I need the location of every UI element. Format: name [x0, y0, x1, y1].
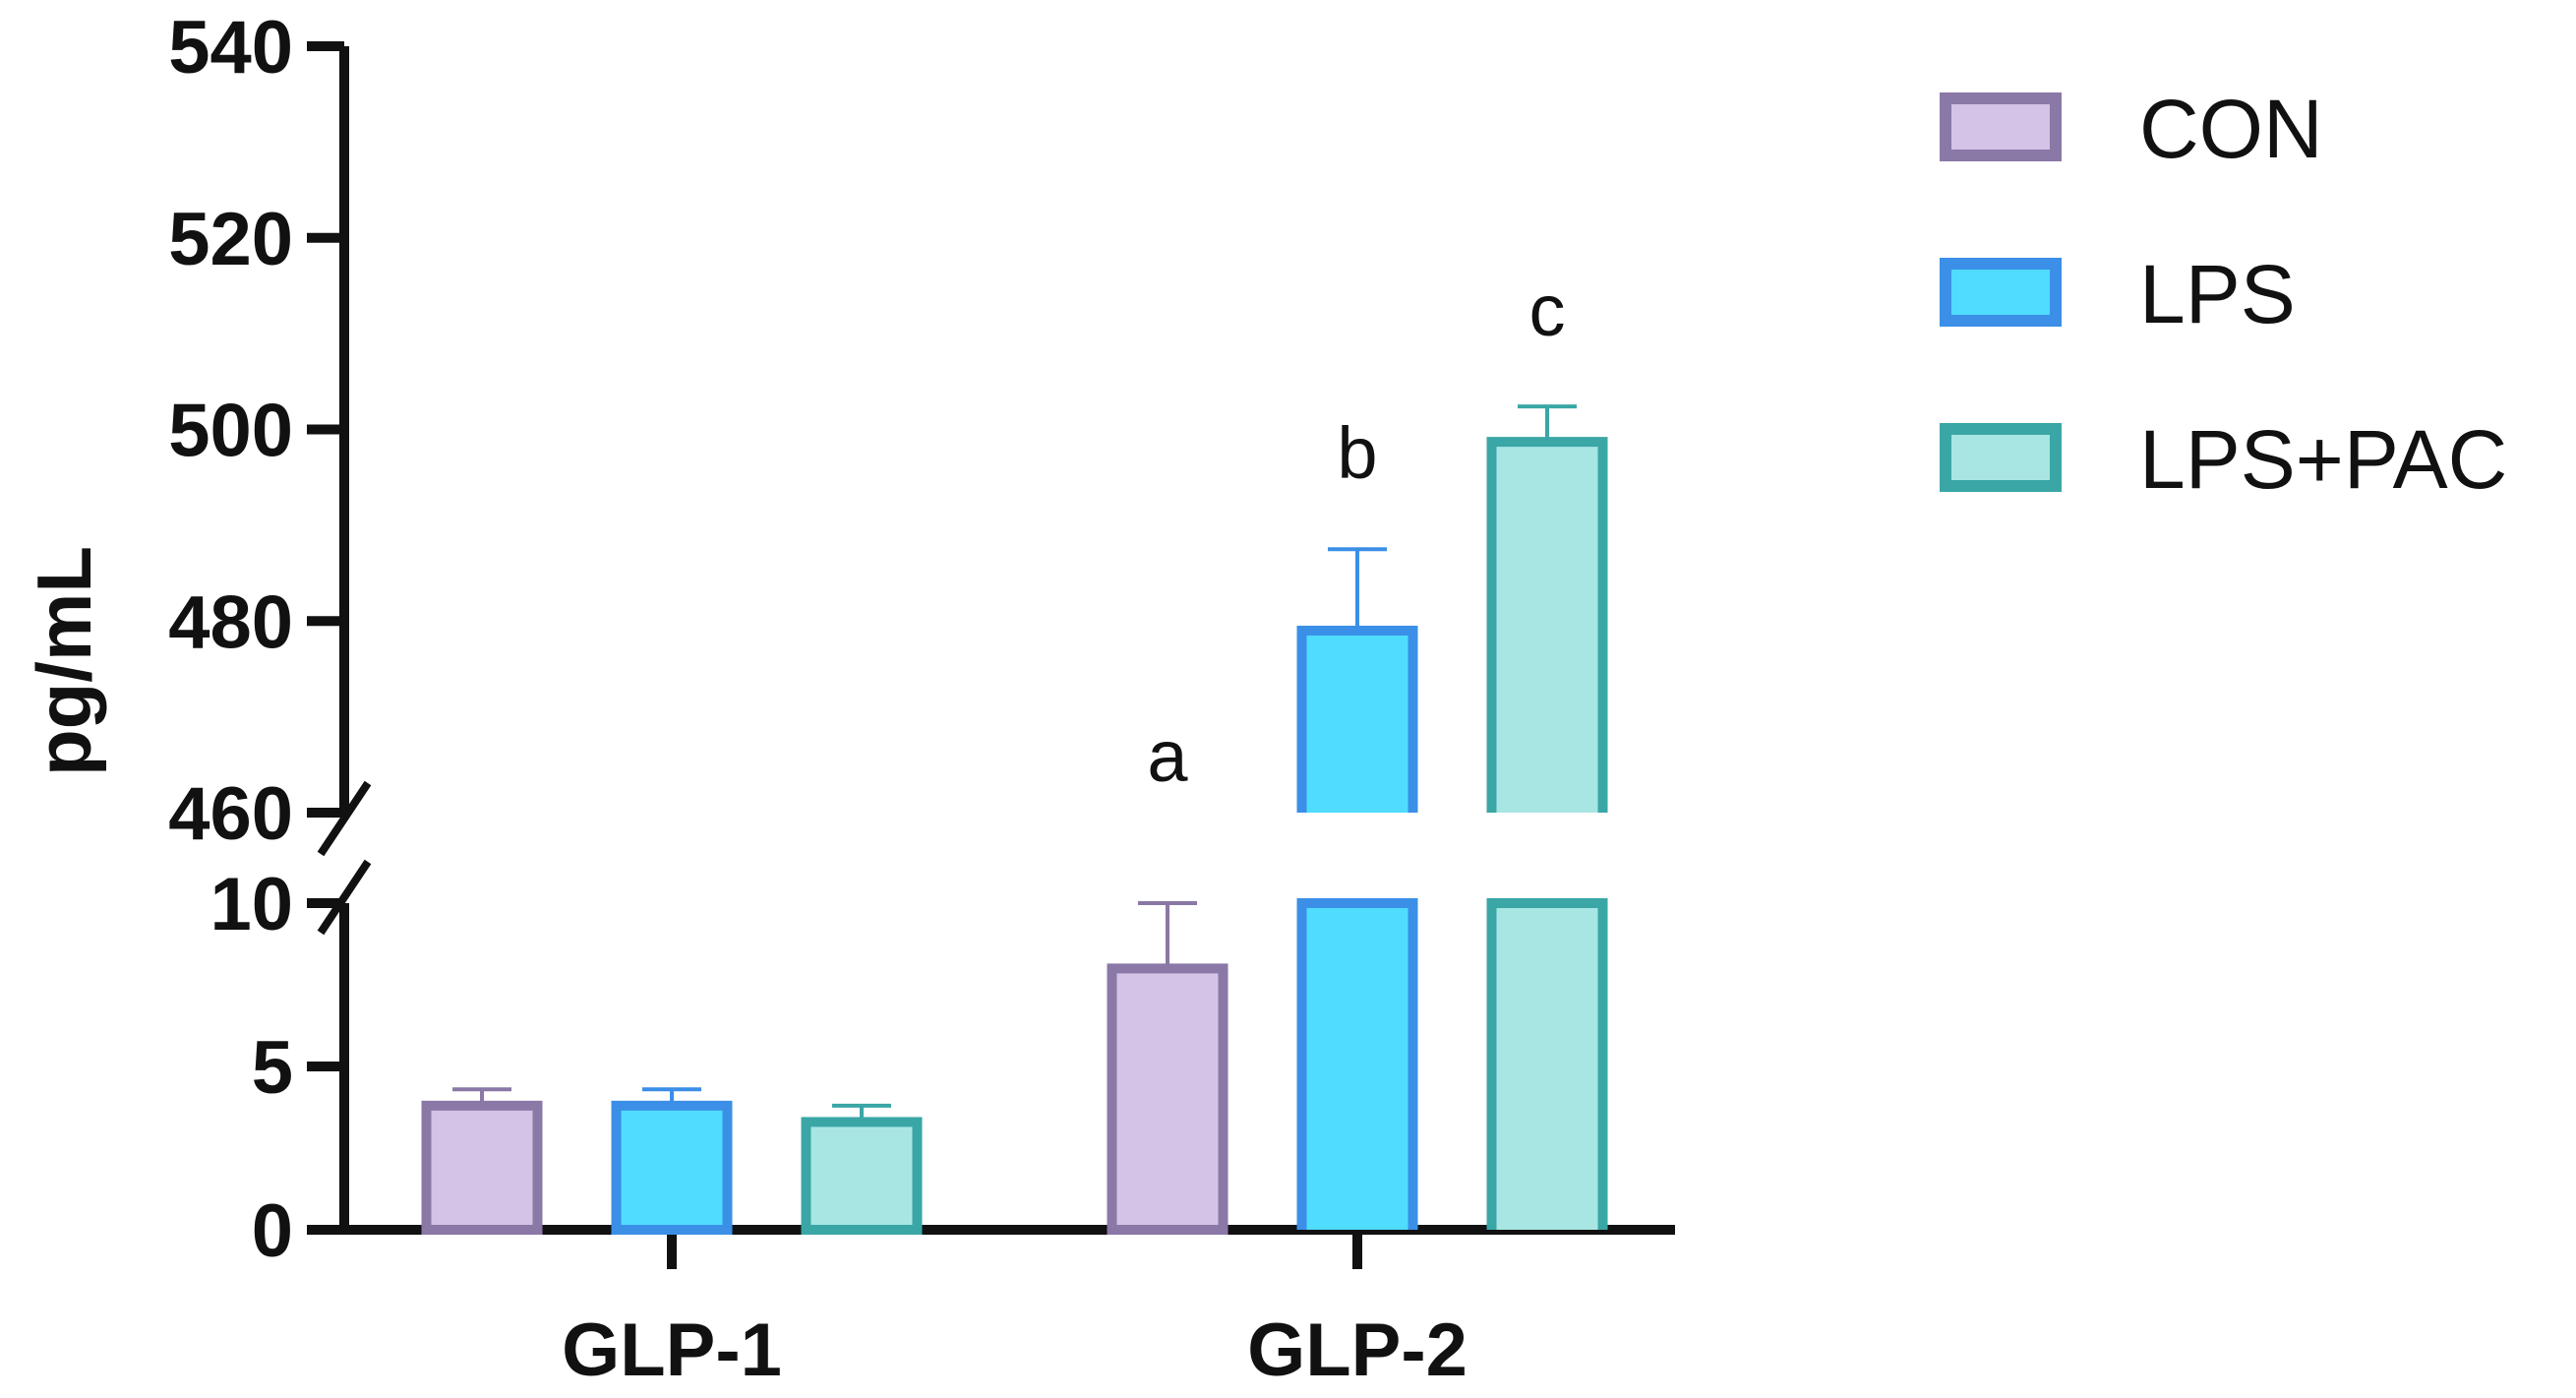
bar — [421, 1100, 543, 1235]
y-axis-title: pg/mL — [21, 546, 107, 776]
legend-swatch — [1940, 258, 2062, 327]
axis-break-mark-upper — [317, 780, 372, 857]
legend-swatch — [1940, 92, 2062, 161]
y-tick-label: 460 — [168, 772, 293, 856]
y-tick-label: 480 — [168, 580, 293, 664]
bar — [1107, 963, 1228, 1236]
bar — [611, 1100, 733, 1235]
legend-swatch — [1940, 423, 2062, 492]
legend-label: CON — [2139, 83, 2323, 175]
legend: CON LPS LPS+PAC — [1940, 83, 2507, 506]
bar-lower-segment — [1296, 898, 1418, 1230]
y-tick-label: 0 — [252, 1189, 293, 1273]
bar-upper-segment — [1296, 625, 1418, 813]
y-tick-label: 540 — [168, 6, 293, 90]
legend-label: LPS+PAC — [2139, 413, 2507, 506]
x-category-label: GLP-2 — [1247, 1308, 1468, 1392]
bar-upper-segment — [1486, 437, 1608, 813]
bar — [801, 1117, 923, 1235]
legend-label: LPS — [2139, 248, 2296, 340]
y-tick-label: 10 — [210, 863, 293, 946]
y-tick-label: 520 — [168, 198, 293, 281]
significance-letter: b — [1337, 412, 1377, 494]
bars: a b c — [421, 270, 1608, 1236]
axis-break-mark-lower — [317, 859, 372, 936]
bar-lower-segment — [1486, 898, 1608, 1230]
x-category-label: GLP-1 — [562, 1308, 782, 1392]
significance-letter: c — [1529, 270, 1566, 351]
y-tick-label: 500 — [168, 390, 293, 473]
significance-letter: a — [1147, 715, 1188, 797]
y-tick-label: 5 — [252, 1026, 293, 1110]
